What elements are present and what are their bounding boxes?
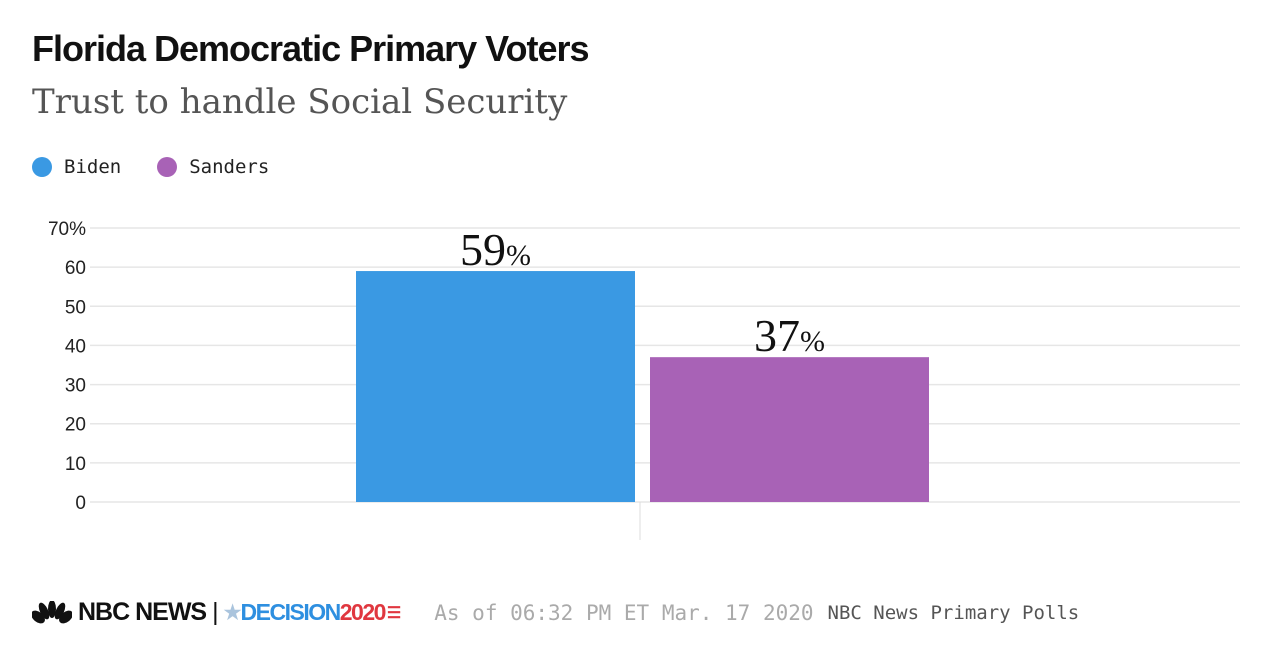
- nbc-news-logo: NBC NEWS | ★ DECISION 2020 ☰: [32, 598, 401, 627]
- legend: Biden Sanders: [32, 156, 269, 178]
- bar-biden: [356, 271, 635, 502]
- y-tick-label: 60: [65, 258, 86, 279]
- chart-title: Florida Democratic Primary Voters: [32, 28, 590, 69]
- chart-subtitle: Trust to handle Social Security: [32, 82, 568, 122]
- stripes-icon: ☰: [386, 604, 401, 622]
- source-note: NBC News Primary Polls: [827, 601, 1080, 624]
- legend-item-sanders: Sanders: [157, 156, 269, 178]
- legend-swatch-sanders: [157, 157, 178, 177]
- y-tick-label: 30: [65, 376, 86, 397]
- data-label-sanders: 37%: [754, 310, 825, 361]
- nbc-news-wordmark: NBC NEWS: [78, 598, 207, 626]
- y-tick-label: 20: [65, 415, 86, 436]
- legend-item-biden: Biden: [32, 156, 121, 178]
- legend-label-sanders: Sanders: [189, 156, 270, 178]
- y-tick-label: 10: [65, 454, 86, 475]
- as-of-timestamp: As of 06:32 PM ET Mar. 17 2020: [434, 600, 814, 625]
- y-tick-label: 0: [75, 493, 86, 514]
- peacock-icon: [32, 600, 72, 623]
- star-icon: ★: [223, 602, 242, 624]
- y-tick-label: 40: [65, 336, 86, 357]
- bar-sanders: [650, 357, 929, 502]
- legend-label-biden: Biden: [64, 156, 122, 178]
- footer: NBC NEWS | ★ DECISION 2020 ☰ As of 06:32…: [32, 598, 1079, 627]
- legend-swatch-biden: [32, 157, 52, 177]
- y-tick-label: 50: [65, 297, 86, 318]
- y-tick-label: 70%: [48, 219, 86, 240]
- decision-wordmark: DECISION: [240, 599, 342, 625]
- data-label-biden: 59%: [460, 224, 531, 275]
- decision-year: 2020: [339, 599, 387, 625]
